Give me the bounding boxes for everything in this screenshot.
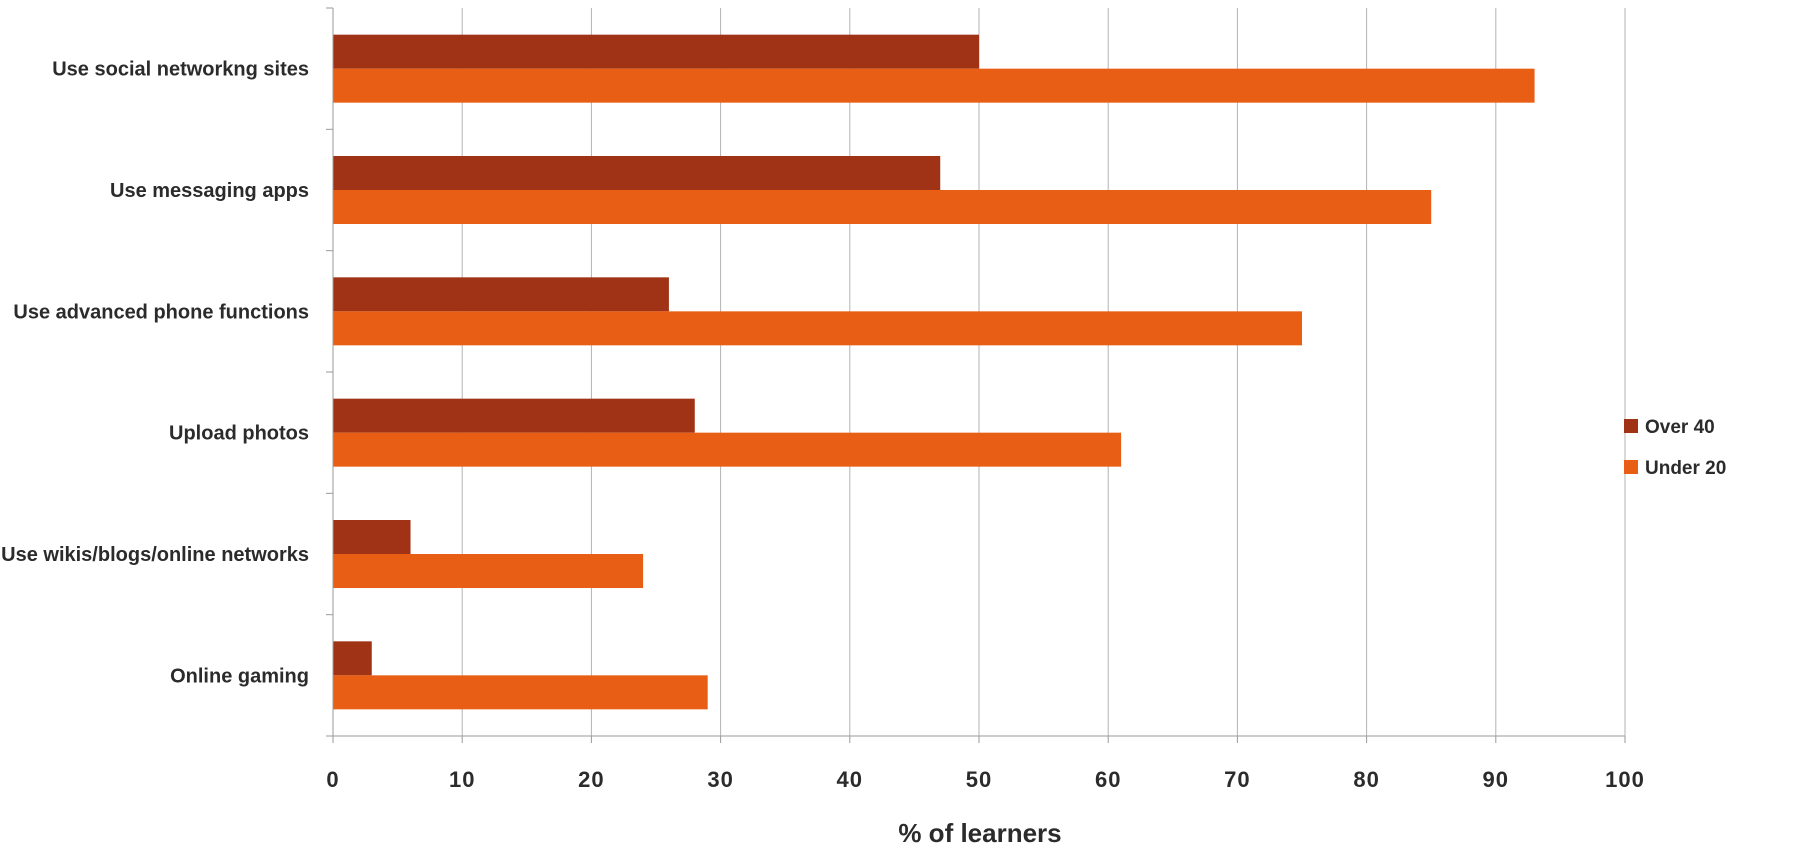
bar-over-40: [333, 156, 941, 190]
category-label: Online gaming: [170, 665, 309, 687]
bar-over-40: [333, 398, 695, 433]
bar-over-40: [333, 520, 411, 554]
bar-under-20: [333, 68, 1535, 103]
x-tick-label: 40: [837, 767, 863, 792]
x-tick-label: 10: [449, 767, 475, 792]
legend: Over 40 Under 20: [1624, 417, 1726, 479]
category-label: Upload photos: [169, 423, 309, 445]
x-tick-label: 90: [1483, 767, 1509, 792]
gridlines: [461, 8, 1626, 736]
category-label: Use advanced phone functions: [13, 301, 309, 323]
bar-under-20: [333, 432, 1122, 467]
x-tick-label: 60: [1095, 767, 1121, 792]
x-tick-label: 30: [707, 767, 733, 792]
legend-label: Under 20: [1645, 458, 1726, 479]
bar-over-40: [333, 641, 372, 676]
legend-swatch: [1624, 419, 1638, 433]
bars: [333, 34, 1535, 710]
x-tick-label: 20: [578, 767, 604, 792]
bar-over-40: [333, 34, 979, 69]
bar-over-40: [333, 277, 669, 312]
bar-under-20: [333, 190, 1432, 224]
x-tick-label: 50: [966, 767, 992, 792]
x-tick-label: 80: [1353, 767, 1379, 792]
bar-under-20: [333, 554, 644, 588]
bar-under-20: [333, 311, 1302, 346]
x-axis-title: % of learners: [898, 818, 1061, 848]
labels: 0 10 20 30 40 50 60 70 80 90 100 Use social network…: [1, 59, 1645, 792]
x-tick-label: 100: [1605, 767, 1645, 792]
category-label: Use messaging apps: [110, 180, 309, 202]
legend-swatch: [1624, 460, 1638, 474]
bar-under-20: [333, 675, 708, 710]
category-label: Use wikis/blogs/online networks: [1, 544, 309, 566]
axes: [326, 7, 1626, 743]
x-tick-label: 0: [326, 767, 339, 792]
legend-label: Over 40: [1645, 417, 1715, 438]
x-tick-label: 70: [1224, 767, 1250, 792]
category-label: Use social networkng sites: [52, 59, 309, 81]
